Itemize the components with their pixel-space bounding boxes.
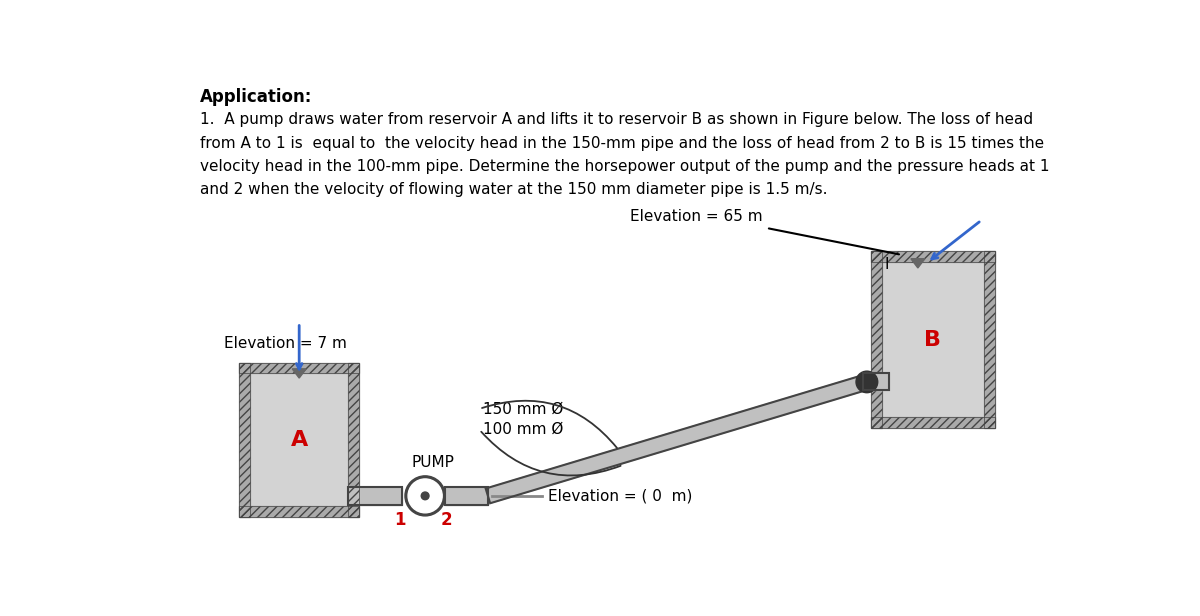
Text: Elevation = 65 m: Elevation = 65 m <box>630 209 763 224</box>
Bar <box>348 363 359 517</box>
Bar <box>348 487 402 505</box>
Text: from A to 1 is  equal to  the velocity head in the 150-mm pipe and the loss of h: from A to 1 is equal to the velocity hea… <box>200 136 1044 150</box>
Bar <box>239 363 359 373</box>
Circle shape <box>421 492 430 500</box>
Bar <box>239 363 250 517</box>
Text: 1: 1 <box>394 511 406 529</box>
Bar <box>348 363 359 517</box>
Text: Elevation = ( 0  m): Elevation = ( 0 m) <box>548 488 692 503</box>
Circle shape <box>408 479 442 513</box>
Bar <box>984 251 995 428</box>
Bar <box>871 251 882 428</box>
Bar <box>239 506 359 517</box>
Bar <box>863 373 889 391</box>
Bar <box>239 363 359 373</box>
Polygon shape <box>293 369 306 378</box>
Bar <box>445 487 488 505</box>
Text: and 2 when the velocity of flowing water at the 150 mm diameter pipe is 1.5 m/s.: and 2 when the velocity of flowing water… <box>200 182 828 197</box>
Text: 100 mm Ø: 100 mm Ø <box>484 422 564 437</box>
Bar <box>871 251 995 262</box>
Bar <box>882 262 984 418</box>
Circle shape <box>856 371 877 393</box>
Text: A: A <box>290 430 308 450</box>
Circle shape <box>404 476 445 516</box>
Text: Elevation = 7 m: Elevation = 7 m <box>223 336 347 351</box>
Bar <box>348 487 402 505</box>
Bar <box>871 418 995 428</box>
Bar <box>445 487 488 505</box>
Bar <box>239 363 250 517</box>
Bar <box>871 418 995 428</box>
Polygon shape <box>486 375 869 503</box>
Text: Application:: Application: <box>200 87 313 106</box>
Bar <box>863 373 889 391</box>
Text: PUMP: PUMP <box>412 455 454 470</box>
Polygon shape <box>911 259 925 268</box>
Bar <box>871 251 995 262</box>
Text: 1.  A pump draws water from reservoir A and lifts it to reservoir B as shown in : 1. A pump draws water from reservoir A a… <box>200 112 1033 128</box>
Text: I: I <box>884 257 888 272</box>
Text: 150 mm Ø: 150 mm Ø <box>484 402 564 416</box>
Bar <box>239 506 359 517</box>
Bar <box>984 251 995 428</box>
Bar <box>871 251 882 428</box>
Text: B: B <box>924 330 941 349</box>
Text: velocity head in the 100-mm pipe. Determine the horsepower output of the pump an: velocity head in the 100-mm pipe. Determ… <box>200 158 1050 174</box>
Bar <box>250 373 348 506</box>
Text: 2: 2 <box>442 511 452 529</box>
